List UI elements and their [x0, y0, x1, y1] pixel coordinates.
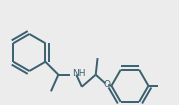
Text: O: O [103, 80, 110, 89]
Text: NH: NH [72, 69, 86, 78]
